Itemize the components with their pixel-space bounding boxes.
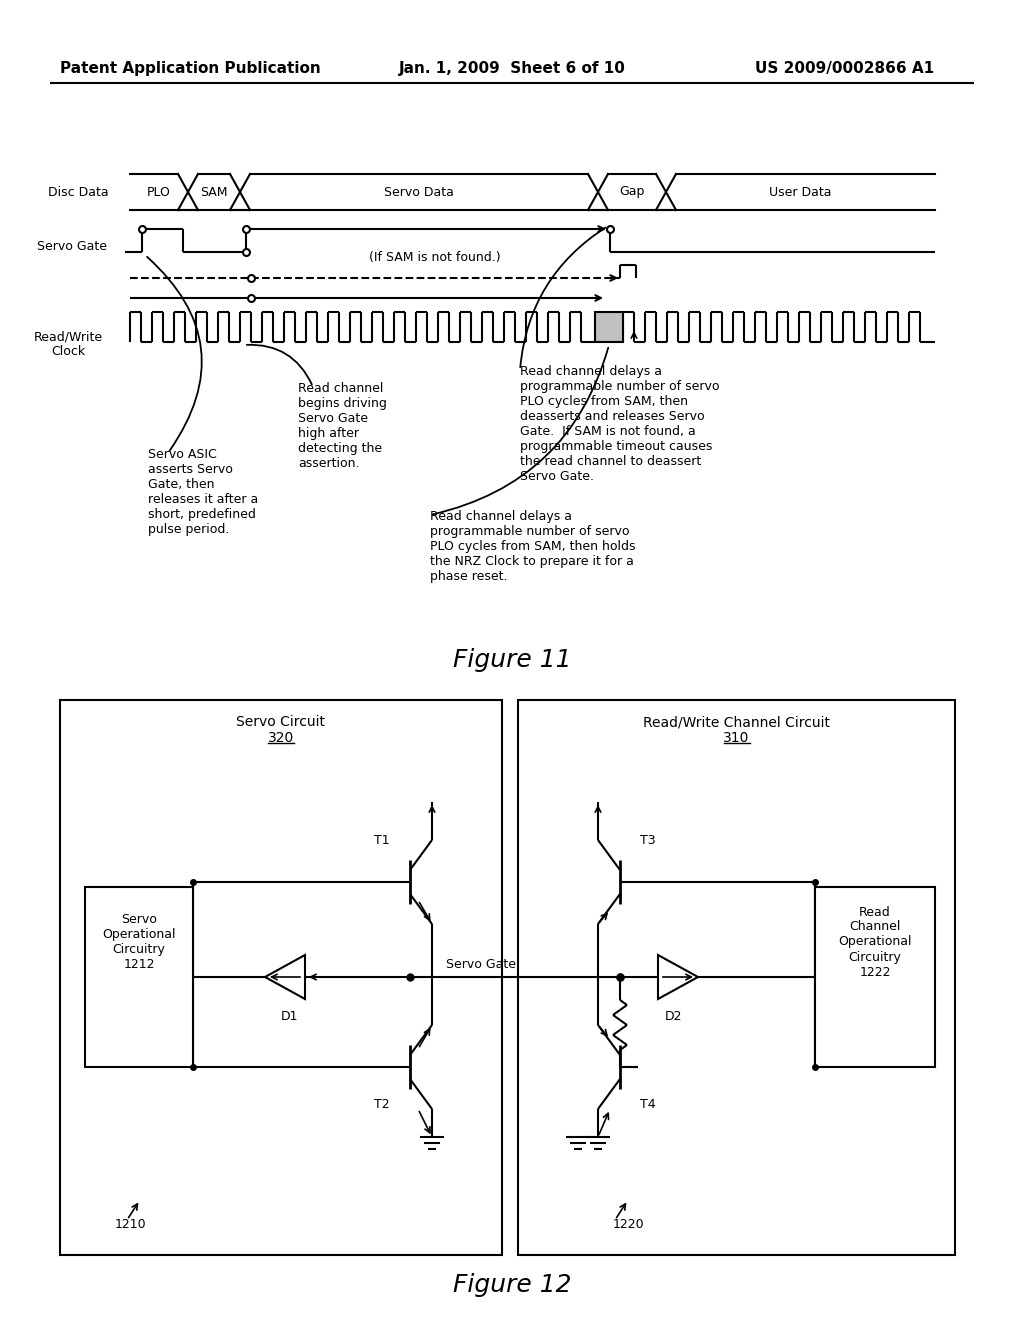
Text: Servo
Operational
Circuitry
1212: Servo Operational Circuitry 1212 (102, 913, 176, 972)
Text: D2: D2 (665, 1011, 682, 1023)
Text: 320: 320 (268, 731, 294, 744)
Text: Servo Gate: Servo Gate (446, 958, 516, 972)
Text: Figure 11: Figure 11 (453, 648, 571, 672)
Text: SAM: SAM (201, 186, 227, 198)
Text: Servo Circuit: Servo Circuit (237, 715, 326, 729)
Text: T4: T4 (640, 1098, 655, 1111)
Text: Read channel delays a
programmable number of servo
PLO cycles from SAM, then
dea: Read channel delays a programmable numbe… (520, 366, 720, 483)
Text: (If SAM is not found.): (If SAM is not found.) (370, 251, 501, 264)
Text: Servo ASIC
asserts Servo
Gate, then
releases it after a
short, predefined
pulse : Servo ASIC asserts Servo Gate, then rele… (148, 447, 258, 536)
Text: Jan. 1, 2009  Sheet 6 of 10: Jan. 1, 2009 Sheet 6 of 10 (398, 61, 626, 75)
Bar (518, 700, 955, 1255)
Text: Read channel
begins driving
Servo Gate
high after
detecting the
assertion.: Read channel begins driving Servo Gate h… (298, 381, 387, 470)
Text: 1220: 1220 (613, 1218, 645, 1232)
Text: T3: T3 (640, 833, 655, 846)
Text: D1: D1 (282, 1011, 299, 1023)
Text: Read/Write Channel Circuit: Read/Write Channel Circuit (643, 715, 830, 729)
Text: US 2009/0002866 A1: US 2009/0002866 A1 (756, 61, 935, 75)
Text: Read
Channel
Operational
Circuitry
1222: Read Channel Operational Circuitry 1222 (839, 906, 911, 978)
Text: 310: 310 (723, 731, 750, 744)
Bar (595, 312, 623, 342)
Text: Figure 12: Figure 12 (453, 1272, 571, 1298)
Bar (60, 700, 502, 1255)
Text: Servo Data: Servo Data (384, 186, 454, 198)
Text: PLO: PLO (147, 186, 171, 198)
Text: 1210: 1210 (115, 1218, 146, 1232)
Text: Servo Gate: Servo Gate (37, 240, 106, 253)
Text: Read/Write
Clock: Read/Write Clock (34, 330, 102, 358)
Text: Disc Data: Disc Data (48, 186, 109, 198)
Text: T1: T1 (374, 833, 390, 846)
Text: Read channel delays a
programmable number of servo
PLO cycles from SAM, then hol: Read channel delays a programmable numbe… (430, 510, 636, 583)
Text: Gap: Gap (620, 186, 645, 198)
Bar (815, 887, 935, 1067)
Text: T2: T2 (374, 1098, 390, 1111)
Text: Patent Application Publication: Patent Application Publication (59, 61, 321, 75)
Text: User Data: User Data (769, 186, 831, 198)
Bar (85, 887, 193, 1067)
